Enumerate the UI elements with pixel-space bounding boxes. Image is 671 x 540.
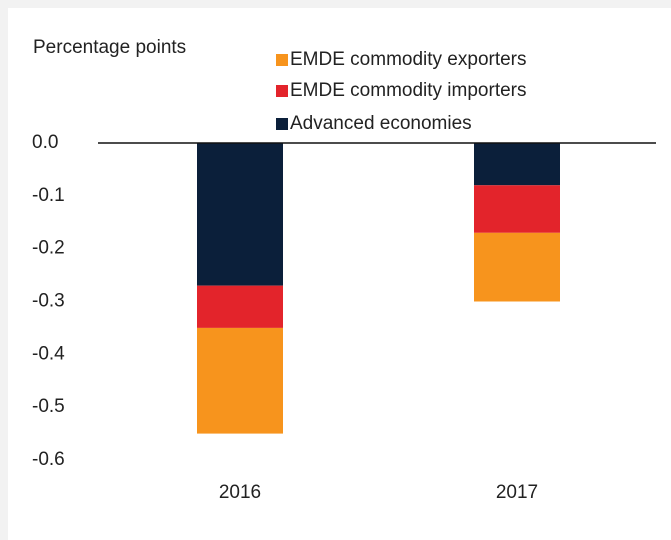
legend-label: EMDE commodity exporters [290, 49, 527, 70]
y-axis-label: Percentage points [33, 37, 186, 58]
y-tick-label: -0.3 [32, 291, 65, 312]
x-tick-label: 2017 [496, 482, 538, 503]
x-tick-label: 2016 [219, 482, 261, 503]
bar-segment [197, 143, 283, 286]
bar-segment [474, 185, 560, 233]
bar-segment [474, 143, 560, 186]
y-tick-label: -0.6 [32, 449, 65, 470]
y-tick-label: -0.4 [32, 343, 65, 364]
y-tick-label: 0.0 [32, 132, 58, 153]
bar-segment [474, 232, 560, 302]
legend-label: Advanced economies [290, 113, 472, 134]
y-tick-label: -0.2 [32, 238, 65, 259]
legend-swatch [276, 54, 288, 66]
y-tick-label: -0.5 [32, 396, 65, 417]
legend-swatch [276, 118, 288, 130]
legend-swatch [276, 85, 288, 97]
bar-segment [197, 327, 283, 434]
plot-background [8, 8, 671, 540]
legend-label: EMDE commodity importers [290, 80, 527, 101]
bar-segment [197, 285, 283, 328]
y-tick-label: -0.1 [32, 185, 65, 206]
